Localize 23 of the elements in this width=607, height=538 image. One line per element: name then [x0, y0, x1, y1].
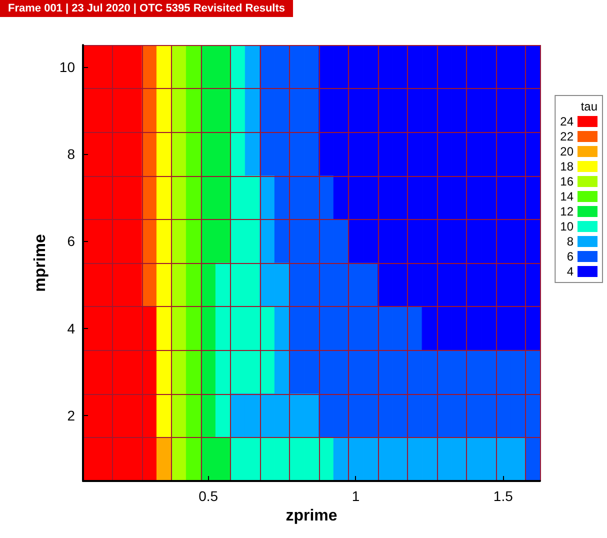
y-tick-label: 8 [67, 146, 76, 162]
x-tick-label: 1 [352, 488, 360, 504]
x-tick-label: 0.5 [198, 488, 218, 504]
color-bar-label: 16 [560, 174, 574, 188]
color-bar-label: 20 [560, 144, 574, 158]
y-tick-label: 4 [67, 320, 76, 336]
color-bar-label: 14 [560, 190, 574, 204]
color-bar-label: 6 [566, 250, 574, 264]
color-bar-label: 10 [560, 220, 574, 234]
color-bar-label: 22 [560, 130, 574, 144]
chart-title: Frame 001 | 23 Jul 2020 | OTC 5395 Revisited Results [8, 2, 286, 14]
color-bar-title: tau [580, 100, 598, 114]
color-bar-label: 18 [560, 160, 574, 174]
color-bar-label: 8 [566, 234, 574, 248]
y-tick-label: 2 [67, 408, 76, 424]
color-bar-label: 24 [560, 114, 574, 128]
y-axis-title: mprime [32, 234, 50, 292]
color-bar-label: 4 [566, 264, 574, 278]
color-bar-label: 12 [560, 204, 574, 218]
y-tick-label: 6 [67, 233, 76, 250]
x-axis-title: zprime [286, 507, 338, 524]
x-tick-label: 1.5 [493, 488, 514, 504]
y-tick-label: 10 [59, 58, 76, 75]
